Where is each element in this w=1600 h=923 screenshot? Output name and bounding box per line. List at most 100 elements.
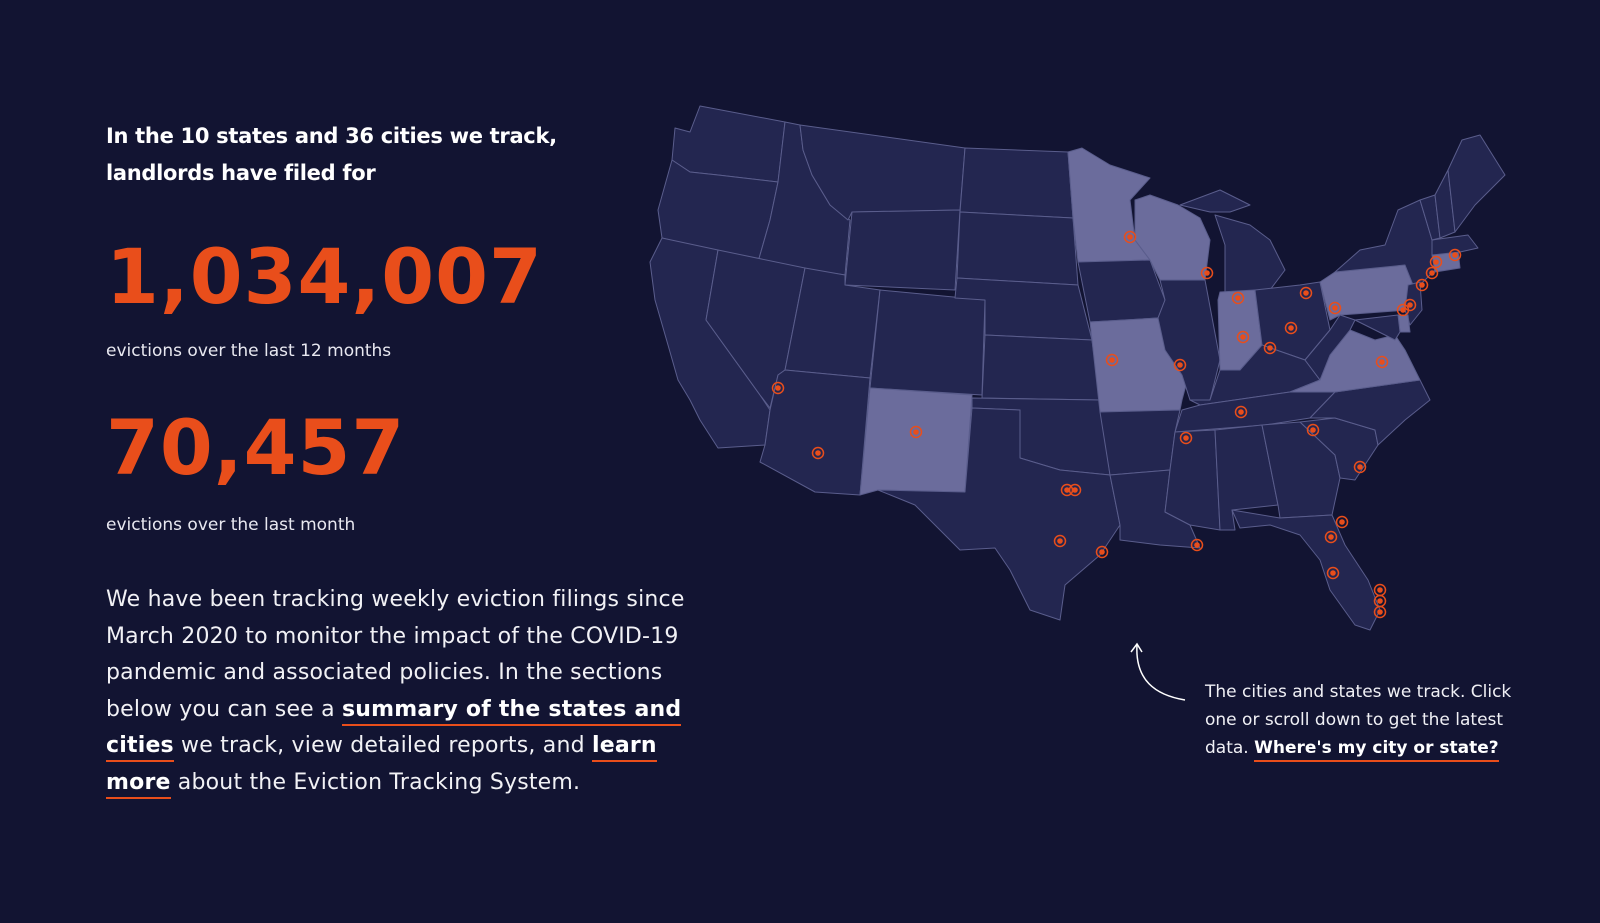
city-marker-dot: [1339, 519, 1345, 525]
city-marker-dot: [1303, 290, 1309, 296]
city-marker-dot: [1452, 252, 1458, 258]
city-marker[interactable]: [1328, 301, 1342, 315]
city-marker[interactable]: [909, 425, 923, 439]
state-michigan[interactable]: [1179, 189, 1286, 293]
caption-arrow-icon: [1130, 642, 1186, 701]
summary-link[interactable]: summary of the states and cities: [106, 696, 682, 762]
city-marker[interactable]: [1231, 291, 1245, 305]
city-marker[interactable]: [1234, 405, 1248, 419]
city-marker-dot: [1429, 270, 1435, 276]
city-marker-dot: [1357, 464, 1363, 470]
city-marker-dot: [1072, 487, 1078, 493]
city-marker[interactable]: [1284, 321, 1298, 335]
city-marker-dot: [1194, 542, 1200, 548]
paragraph-text-3: about the Eviction Tracking System.: [170, 769, 581, 795]
city-marker-dot: [1379, 359, 1385, 365]
city-marker-dot: [1183, 435, 1189, 441]
state-maryland[interactable]: [1354, 314, 1401, 341]
state-north-dakota[interactable]: [959, 147, 1074, 219]
city-marker[interactable]: [1068, 483, 1082, 497]
state-wisconsin[interactable]: [1134, 194, 1211, 281]
city-marker[interactable]: [1373, 605, 1387, 619]
us-map: [640, 95, 1520, 635]
city-marker[interactable]: [1263, 341, 1277, 355]
city-marker-dot: [1310, 427, 1316, 433]
state-wyoming[interactable]: [844, 209, 961, 291]
city-marker-dot: [1109, 357, 1115, 363]
city-marker-dot: [1127, 234, 1133, 240]
city-marker[interactable]: [1335, 515, 1349, 529]
state-arizona[interactable]: [759, 369, 871, 496]
city-marker[interactable]: [1403, 298, 1417, 312]
state-pennsylvania[interactable]: [1319, 264, 1416, 321]
city-marker[interactable]: [1324, 530, 1338, 544]
city-marker[interactable]: [1053, 534, 1067, 548]
state-minnesota[interactable]: [1067, 147, 1151, 263]
city-marker[interactable]: [1190, 538, 1204, 552]
state-kansas[interactable]: [981, 334, 1101, 401]
city-marker-dot: [1377, 587, 1383, 593]
city-marker-dot: [775, 385, 781, 391]
state-mississippi[interactable]: [1164, 429, 1221, 531]
state-south-dakota[interactable]: [956, 211, 1079, 286]
city-marker-dot: [1240, 334, 1246, 340]
map-caption-text: The cities and states we track. Click on…: [1205, 682, 1512, 758]
city-marker[interactable]: [1326, 566, 1340, 580]
city-marker[interactable]: [1236, 330, 1250, 344]
city-markers: [771, 230, 1462, 619]
city-marker-dot: [1267, 345, 1273, 351]
paragraph-text-1: We have been tracking weekly eviction fi…: [106, 587, 685, 722]
city-marker[interactable]: [1306, 423, 1320, 437]
city-marker[interactable]: [1425, 266, 1439, 280]
city-marker[interactable]: [1415, 278, 1429, 292]
learn-more-link[interactable]: learn more: [106, 733, 657, 799]
state-washington[interactable]: [671, 105, 786, 183]
city-marker[interactable]: [1375, 355, 1389, 369]
city-marker-dot: [1332, 305, 1338, 311]
state-massachusetts[interactable]: [1431, 234, 1479, 256]
map-caption: The cities and states we track. Click on…: [1205, 678, 1525, 762]
city-marker-dot: [1419, 282, 1425, 288]
city-marker-dot: [1064, 487, 1070, 493]
city-marker-dot: [1377, 598, 1383, 604]
stat-last-month-value: 70,457: [106, 403, 406, 492]
city-marker-dot: [1328, 534, 1334, 540]
stat-last-month-label: evictions over the last month: [106, 515, 356, 535]
city-marker[interactable]: [1200, 266, 1214, 280]
paragraph-text-2: we track, view detailed reports, and: [173, 733, 592, 758]
city-marker[interactable]: [1448, 248, 1462, 262]
state-new-mexico[interactable]: [859, 387, 973, 496]
city-marker-dot: [1400, 307, 1406, 313]
state-texas[interactable]: [877, 407, 1121, 621]
state-arkansas[interactable]: [1099, 409, 1181, 476]
city-marker-dot: [1330, 570, 1336, 576]
city-marker[interactable]: [1299, 286, 1313, 300]
city-marker[interactable]: [1105, 353, 1119, 367]
city-marker-dot: [1238, 409, 1244, 415]
city-marker[interactable]: [1179, 431, 1193, 445]
city-marker[interactable]: [1429, 255, 1443, 269]
intro-headline: In the 10 states and 36 cities we track,…: [106, 124, 557, 185]
city-marker[interactable]: [1353, 460, 1367, 474]
city-marker[interactable]: [1123, 230, 1137, 244]
city-marker-dot: [1433, 259, 1439, 265]
stat-12-months-value: 1,034,007: [106, 232, 543, 321]
intro-paragraph: We have been tracking weekly eviction fi…: [106, 582, 706, 801]
city-marker-dot: [1288, 325, 1294, 331]
city-marker[interactable]: [1173, 358, 1187, 372]
city-marker-dot: [1235, 295, 1241, 301]
city-marker-dot: [1099, 549, 1105, 555]
city-marker-dot: [1377, 609, 1383, 615]
wheres-my-city-link[interactable]: Where's my city or state?: [1254, 738, 1499, 762]
state-west-virginia[interactable]: [1304, 314, 1356, 381]
state-iowa[interactable]: [1077, 259, 1166, 323]
city-marker[interactable]: [811, 446, 825, 460]
state-colorado[interactable]: [869, 289, 986, 396]
city-marker[interactable]: [1095, 545, 1109, 559]
city-marker[interactable]: [771, 381, 785, 395]
city-marker-dot: [913, 429, 919, 435]
state-florida[interactable]: [1231, 509, 1381, 631]
state-illinois[interactable]: [1157, 279, 1221, 401]
state-maine[interactable]: [1447, 134, 1506, 233]
